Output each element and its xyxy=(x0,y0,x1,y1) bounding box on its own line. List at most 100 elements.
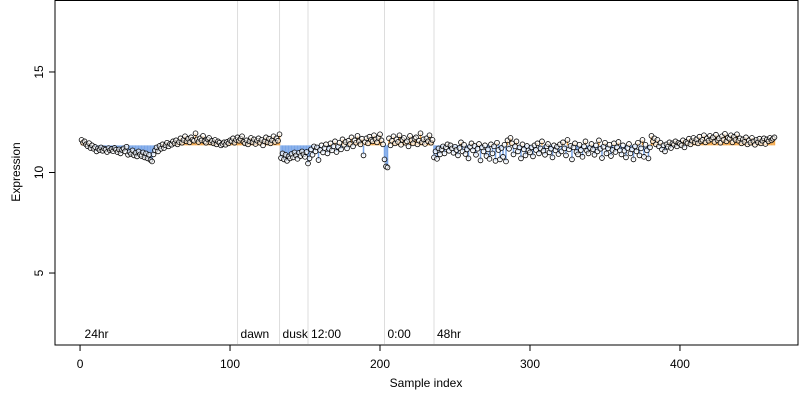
data-point xyxy=(276,131,283,138)
data-point xyxy=(534,140,541,147)
data-point xyxy=(477,157,484,164)
data-point xyxy=(722,131,728,137)
data-point xyxy=(123,143,130,150)
data-point xyxy=(636,152,643,159)
data-point xyxy=(429,137,436,143)
reference-label: dawn xyxy=(241,327,270,341)
data-point xyxy=(662,148,668,155)
data-point xyxy=(480,148,487,155)
data-point xyxy=(380,141,386,148)
reference-label: 48hr xyxy=(437,327,461,341)
data-point xyxy=(626,141,632,147)
data-point xyxy=(506,145,512,152)
annotation: 24hr xyxy=(85,327,109,341)
data-point xyxy=(563,152,569,159)
data-point xyxy=(599,155,605,161)
data-point xyxy=(239,133,245,140)
data-point xyxy=(510,151,517,158)
data-point xyxy=(503,158,509,165)
data-point xyxy=(632,143,638,150)
data-point xyxy=(306,155,313,162)
data-point xyxy=(303,149,310,155)
data-point xyxy=(485,146,491,153)
y-axis-label: Expression xyxy=(9,142,23,201)
data-point xyxy=(575,151,581,158)
data-point xyxy=(474,145,481,152)
data-point xyxy=(482,142,488,149)
data-point xyxy=(612,149,619,155)
data-point xyxy=(410,140,416,147)
data-point xyxy=(642,141,649,148)
data-point xyxy=(519,141,526,148)
data-point xyxy=(344,145,350,152)
data-point xyxy=(491,143,497,150)
data-point xyxy=(455,152,461,159)
data-point xyxy=(615,139,622,145)
plot-area: dawn dusk 12:00 0:00 48hr 24hr xyxy=(78,1,778,344)
data-point xyxy=(512,143,518,150)
data-point xyxy=(602,139,608,146)
data-point xyxy=(350,143,356,150)
data-point xyxy=(434,156,440,162)
data-point xyxy=(545,141,551,147)
data-point xyxy=(401,135,407,141)
data-point xyxy=(275,137,281,144)
data-point xyxy=(462,151,469,157)
data-point xyxy=(473,152,479,158)
data-point xyxy=(581,143,587,150)
data-point xyxy=(200,133,206,139)
data-point xyxy=(387,142,394,149)
data-point xyxy=(645,155,652,162)
data-point xyxy=(437,151,443,158)
data-point xyxy=(561,145,568,152)
data-point xyxy=(588,141,595,147)
x-tick-label: 300 xyxy=(520,357,540,371)
data-point xyxy=(582,138,589,145)
data-point xyxy=(413,134,419,141)
data-point xyxy=(494,139,500,146)
data-point xyxy=(569,156,575,163)
y-tick-label: 10 xyxy=(32,166,46,180)
x-tick-label: 0 xyxy=(77,357,84,371)
data-point xyxy=(542,152,548,158)
data-point xyxy=(336,139,343,146)
data-point xyxy=(305,160,311,167)
data-point xyxy=(302,154,308,160)
data-point xyxy=(576,141,583,148)
data-point xyxy=(564,137,571,143)
data-point xyxy=(549,154,556,161)
data-point xyxy=(620,142,626,149)
data-point xyxy=(633,148,640,155)
data-point xyxy=(315,157,322,163)
data-point xyxy=(593,142,599,149)
data-point xyxy=(486,156,493,162)
data-point xyxy=(405,143,412,150)
data-point xyxy=(404,138,410,145)
data-point xyxy=(513,138,520,145)
data-point xyxy=(630,156,637,163)
data-point xyxy=(771,134,778,141)
data-point xyxy=(647,144,653,151)
data-point xyxy=(507,135,514,141)
data-point xyxy=(192,130,199,137)
data-point xyxy=(641,154,647,160)
data-point xyxy=(381,156,388,163)
reference-label: 0:00 xyxy=(388,327,412,341)
data-point xyxy=(681,144,688,151)
data-point xyxy=(377,131,383,138)
data-point xyxy=(606,141,613,148)
data-point xyxy=(536,150,542,157)
data-point xyxy=(398,141,404,148)
plot-frame xyxy=(54,0,799,346)
reference-label: 12:00 xyxy=(311,327,341,341)
data-point xyxy=(365,140,371,147)
x-tick-label: 200 xyxy=(370,357,390,371)
data-point xyxy=(309,152,316,158)
data-point xyxy=(579,154,586,160)
x-tick-label: 100 xyxy=(220,357,240,371)
data-point xyxy=(396,132,403,139)
data-point xyxy=(332,138,338,145)
data-point xyxy=(489,150,496,157)
data-point xyxy=(578,147,584,153)
